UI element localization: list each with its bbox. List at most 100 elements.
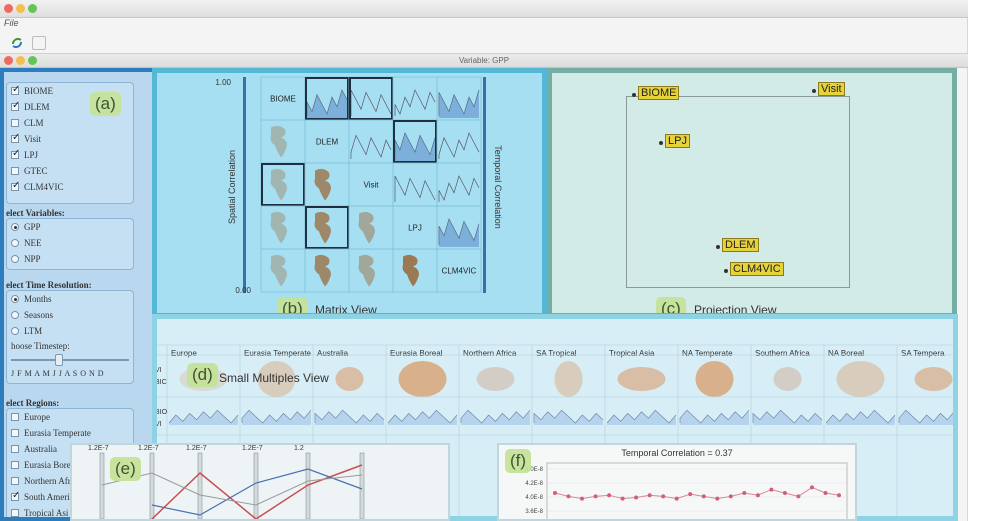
refresh-icon[interactable] xyxy=(10,36,24,50)
radio-button[interactable] xyxy=(11,295,19,303)
data-point[interactable] xyxy=(580,497,584,501)
radio-button[interactable] xyxy=(11,311,19,319)
matrix-cell[interactable] xyxy=(349,249,393,292)
radio-button[interactable] xyxy=(11,255,19,263)
matrix-cell[interactable] xyxy=(437,77,481,120)
checkbox[interactable] xyxy=(11,87,19,95)
checkbox-option[interactable]: GTEC xyxy=(7,163,133,179)
matrix-cell[interactable] xyxy=(393,249,437,292)
checkbox[interactable] xyxy=(11,119,19,127)
projection-point[interactable] xyxy=(812,89,816,93)
data-point[interactable] xyxy=(837,493,841,497)
matrix-cell[interactable] xyxy=(261,206,305,249)
checkbox[interactable] xyxy=(11,151,19,159)
close-window-button[interactable] xyxy=(4,4,13,13)
projection-point[interactable] xyxy=(632,93,636,97)
data-point[interactable] xyxy=(553,491,557,495)
checkbox[interactable] xyxy=(11,477,19,485)
checkbox[interactable] xyxy=(11,445,19,453)
checkbox[interactable] xyxy=(11,461,19,469)
zoom-window-button[interactable] xyxy=(28,4,37,13)
data-point[interactable] xyxy=(796,494,800,498)
radio-button[interactable] xyxy=(11,239,19,247)
data-point[interactable] xyxy=(594,494,598,498)
checkbox[interactable] xyxy=(11,167,19,175)
grid-icon[interactable] xyxy=(32,36,46,50)
projection-label[interactable]: BIOME xyxy=(638,86,679,100)
data-point[interactable] xyxy=(607,493,611,497)
region-map-thumbnail[interactable] xyxy=(774,367,802,391)
region-map-thumbnail[interactable] xyxy=(618,367,666,391)
radio-option[interactable]: Seasons xyxy=(7,307,133,323)
matrix-cell[interactable]: DLEM xyxy=(305,120,349,163)
region-map-thumbnail[interactable] xyxy=(555,361,583,397)
checkbox-option[interactable]: Visit xyxy=(7,131,133,147)
radio-option[interactable]: NPP xyxy=(7,251,133,267)
radio-button[interactable] xyxy=(11,223,19,231)
data-point[interactable] xyxy=(688,492,692,496)
checkbox-option[interactable]: Europe xyxy=(7,409,133,425)
data-point[interactable] xyxy=(702,494,706,498)
data-point[interactable] xyxy=(567,494,571,498)
matrix-cell[interactable] xyxy=(393,77,437,120)
pc-axis[interactable] xyxy=(198,453,202,519)
matrix-cell[interactable]: LPJ xyxy=(393,206,437,249)
matrix-cell[interactable] xyxy=(437,206,481,249)
data-point[interactable] xyxy=(661,494,665,498)
matrix-cell[interactable] xyxy=(305,249,349,292)
radio-button[interactable] xyxy=(11,327,19,335)
checkbox-option[interactable]: LPJ xyxy=(7,147,133,163)
matrix-cell[interactable] xyxy=(437,163,481,206)
data-point[interactable] xyxy=(729,494,733,498)
data-point[interactable] xyxy=(675,497,679,501)
projection-label[interactable]: Visit xyxy=(818,82,845,96)
matrix-cell[interactable] xyxy=(393,120,437,163)
checkbox[interactable] xyxy=(11,493,19,501)
matrix-cell[interactable] xyxy=(349,206,393,249)
region-map-thumbnail[interactable] xyxy=(336,367,364,391)
data-point[interactable] xyxy=(634,496,638,500)
checkbox[interactable] xyxy=(11,183,19,191)
checkbox-option[interactable]: Eurasia Temperate xyxy=(7,425,133,441)
radio-option[interactable]: GPP xyxy=(7,219,133,235)
region-map-thumbnail[interactable] xyxy=(915,367,953,391)
pc-axis[interactable] xyxy=(360,453,364,519)
radio-option[interactable]: LTM xyxy=(7,323,133,339)
checkbox[interactable] xyxy=(11,413,19,421)
data-point[interactable] xyxy=(783,491,787,495)
data-point[interactable] xyxy=(769,488,773,492)
projection-label[interactable]: DLEM xyxy=(722,238,759,252)
matrix-cell[interactable]: Visit xyxy=(349,163,393,206)
timestep-slider[interactable] xyxy=(11,353,129,367)
matrix-cell[interactable] xyxy=(393,163,437,206)
minimize-window-button[interactable] xyxy=(16,4,25,13)
checkbox[interactable] xyxy=(11,429,19,437)
matrix-cell[interactable] xyxy=(261,120,305,163)
pc-axis[interactable] xyxy=(254,453,258,519)
region-map-thumbnail[interactable] xyxy=(696,361,734,397)
checkbox[interactable] xyxy=(11,103,19,111)
projection-point[interactable] xyxy=(659,141,663,145)
projection-point[interactable] xyxy=(716,245,720,249)
data-point[interactable] xyxy=(810,485,814,489)
projection-point[interactable] xyxy=(724,269,728,273)
matrix-cell[interactable]: BIOME xyxy=(261,77,305,120)
data-point[interactable] xyxy=(742,491,746,495)
matrix-cell[interactable] xyxy=(261,249,305,292)
checkbox[interactable] xyxy=(11,509,19,517)
radio-option[interactable]: NEE xyxy=(7,235,133,251)
matrix-cell[interactable] xyxy=(261,163,305,206)
slider-thumb[interactable] xyxy=(55,354,63,366)
matrix-cell[interactable] xyxy=(349,77,393,120)
matrix-cell[interactable]: CLM4VIC xyxy=(437,249,481,292)
matrix-cell[interactable] xyxy=(305,77,349,120)
region-map-thumbnail[interactable] xyxy=(837,361,885,397)
checkbox-option[interactable]: CLM xyxy=(7,115,133,131)
data-point[interactable] xyxy=(621,497,625,501)
data-point[interactable] xyxy=(648,493,652,497)
projection-label[interactable]: LPJ xyxy=(665,134,690,148)
checkbox-option[interactable]: CLM4VIC xyxy=(7,179,133,195)
pc-axis[interactable] xyxy=(150,453,154,519)
data-point[interactable] xyxy=(824,491,828,495)
matrix-cell[interactable] xyxy=(437,120,481,163)
